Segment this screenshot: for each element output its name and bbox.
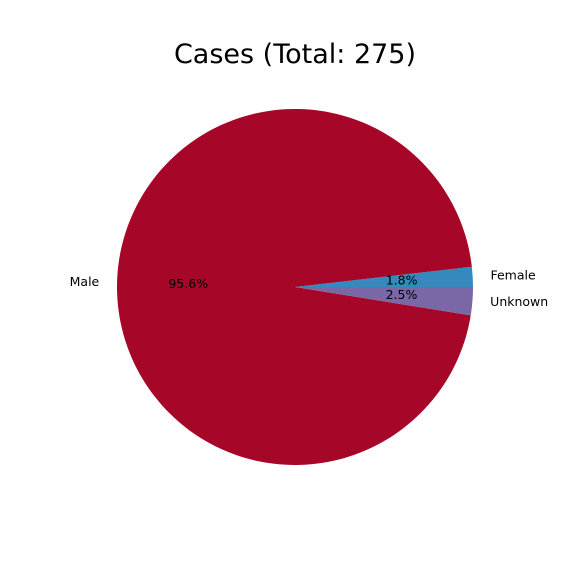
slice-percent-female: 1.8% [386, 272, 418, 287]
slice-label-female: Female [490, 267, 536, 282]
slice-label-male: Male [70, 274, 100, 289]
slice-percent-unknown: 2.5% [386, 287, 418, 302]
slice-label-unknown: Unknown [490, 294, 548, 309]
pie-slice-female [295, 266, 473, 287]
pie-slice-unknown [295, 287, 473, 316]
pie-slice-male [117, 108, 472, 465]
pie-slices [117, 108, 473, 465]
chart-title: Cases (Total: 275) [174, 39, 416, 70]
pie-labels: Female 1.8% Male 95.6% Unknown 2.5% [70, 267, 549, 309]
slice-percent-male: 95.6% [168, 276, 208, 291]
